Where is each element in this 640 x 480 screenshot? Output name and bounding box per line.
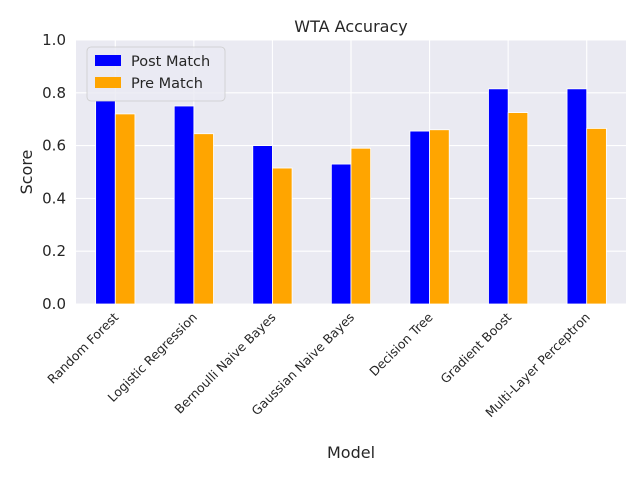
- bar-pre-match-5: [507, 112, 529, 305]
- chart-title: WTA Accuracy: [294, 17, 407, 36]
- bar-post-match-2: [252, 145, 273, 305]
- bar-pre-match-2: [272, 167, 293, 305]
- bar-post-match-6: [566, 88, 588, 305]
- legend-swatch: [95, 77, 121, 88]
- bar-post-match-1: [173, 105, 195, 305]
- bar-post-match-3: [330, 163, 352, 305]
- legend-frame: [86, 46, 226, 102]
- bar-pre-match-3: [350, 147, 372, 305]
- legend-label: Pre Match: [131, 76, 203, 92]
- bar-pre-match-6: [586, 128, 607, 305]
- y-tick-label: 0.8: [42, 84, 66, 102]
- y-tick-label: 0.4: [42, 189, 66, 207]
- y-tick-label: 0.2: [42, 242, 66, 260]
- y-tick-label: 1.0: [42, 31, 66, 49]
- y-tick-label: 0.0: [42, 295, 66, 313]
- x-axis-label: Model: [327, 443, 375, 462]
- bars: [95, 88, 607, 305]
- legend: Post Match Pre Match: [86, 46, 226, 102]
- bar-post-match-0: [95, 100, 116, 305]
- bar-post-match-5: [488, 88, 509, 305]
- bar-pre-match-0: [114, 113, 136, 305]
- bar-pre-match-4: [429, 129, 450, 305]
- y-axis-ticks: 0.0 0.2 0.4 0.6 0.8 1.0: [42, 31, 66, 313]
- legend-swatch: [95, 55, 121, 66]
- legend-label: Post Match: [131, 54, 210, 70]
- bar-pre-match-1: [193, 133, 214, 305]
- y-tick-label: 0.6: [42, 137, 66, 155]
- y-axis-label: Score: [17, 150, 36, 195]
- bar-post-match-4: [409, 130, 430, 305]
